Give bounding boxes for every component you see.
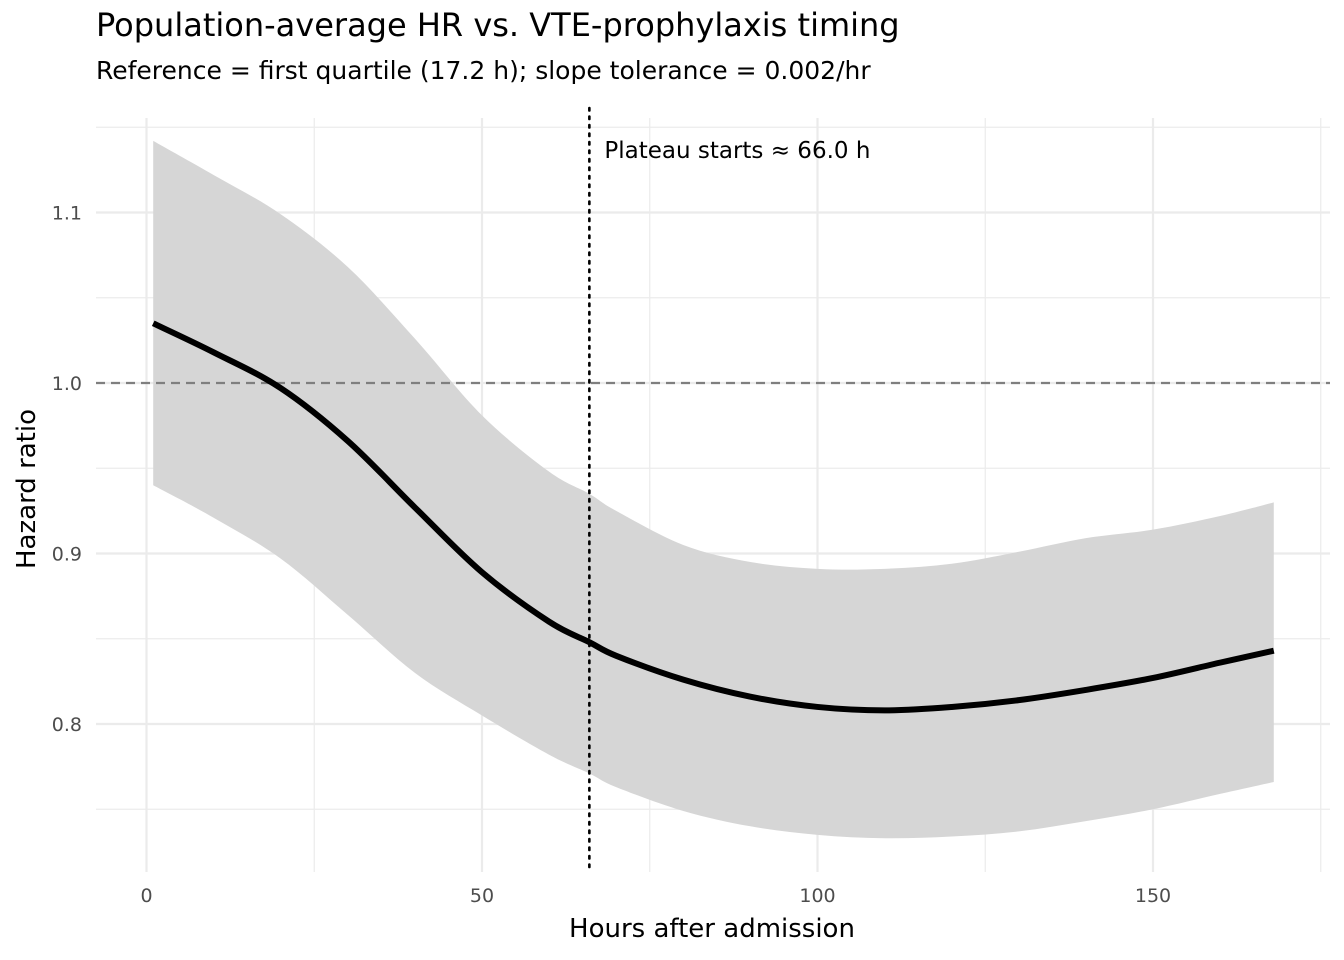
annotation-layer: Plateau starts ≈ 66.0 h [604,138,870,164]
x-tick-label: 50 [470,885,494,907]
tick-layer: 0 50 100 150 0.8 0.9 1.0 1.1 [52,203,1171,908]
x-axis-title: Hours after admission [569,914,855,944]
y-tick-label: 1.1 [52,203,82,225]
chart-subtitle: Reference = first quartile (17.2 h); slo… [96,56,871,85]
y-tick-label: 0.8 [52,714,82,736]
confidence-ribbon [153,140,1274,839]
x-tick-label: 0 [140,885,152,907]
plateau-annotation: Plateau starts ≈ 66.0 h [604,138,870,164]
y-tick-label: 1.0 [52,373,82,395]
hr-estimate-line [151,320,1275,714]
line-layer [151,320,1275,714]
ribbon-layer [153,140,1274,839]
x-tick-label: 150 [1135,885,1171,907]
reference-layer [96,106,1330,874]
y-tick-label: 0.9 [52,544,82,566]
y-axis-title: Hazard ratio [12,409,42,569]
x-tick-label: 100 [799,885,835,907]
chart-title: Population-average HR vs. VTE-prophylaxi… [96,6,900,44]
